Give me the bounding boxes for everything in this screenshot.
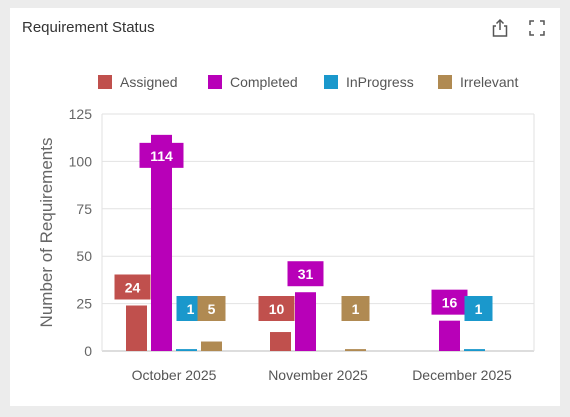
card-title: Requirement Status <box>22 19 155 36</box>
bar-assigned-1 <box>270 332 291 351</box>
legend-swatch-completed <box>208 75 222 89</box>
data-label-completed-1: 31 <box>298 266 314 282</box>
bar-completed-2 <box>439 320 460 351</box>
bar-inprogress-0 <box>176 349 197 351</box>
legend-label-irrelevant: Irrelevant <box>460 74 518 90</box>
data-label-inprogress-0: 1 <box>187 301 195 317</box>
data-label-box-completed-2 <box>431 289 468 315</box>
bar-assigned-0 <box>126 305 147 351</box>
data-label-box-completed-0 <box>139 142 184 168</box>
x-tick-label: November 2025 <box>268 367 368 383</box>
legend-swatch-assigned <box>98 75 112 89</box>
data-label-inprogress-2: 1 <box>475 301 483 317</box>
data-label-assigned-1: 10 <box>269 301 285 317</box>
legend-label-completed: Completed <box>230 74 298 90</box>
bar-inprogress-2 <box>464 349 485 351</box>
data-label-box-inprogress-2 <box>464 296 493 321</box>
data-label-irrelevant-0: 5 <box>208 301 216 317</box>
legend-swatch-inprogress <box>324 75 338 89</box>
requirement-status-card: Requirement Status Assigned Completed InPr… <box>10 8 560 406</box>
bar-irrelevant-1 <box>345 349 366 351</box>
y-tick-label: 100 <box>69 153 93 169</box>
bar-completed-1 <box>295 292 316 351</box>
data-label-box-irrelevant-1 <box>341 296 370 321</box>
data-label-completed-0: 114 <box>150 148 173 164</box>
y-axis-label: Number of Requirements <box>37 138 56 328</box>
data-label-box-assigned-0 <box>114 274 151 300</box>
y-tick-label: 25 <box>76 296 92 312</box>
data-label-assigned-0: 24 <box>125 279 141 295</box>
data-label-irrelevant-1: 1 <box>352 301 360 317</box>
legend-label-inprogress: InProgress <box>346 74 414 90</box>
y-tick-label: 50 <box>76 248 92 264</box>
data-label-box-assigned-1 <box>258 296 295 321</box>
x-tick-label: October 2025 <box>132 367 217 383</box>
data-label-completed-2: 16 <box>442 295 458 311</box>
expand-fullscreen-icon[interactable] <box>527 18 547 38</box>
legend-swatch-irrelevant <box>438 75 452 89</box>
bar-completed-0 <box>151 134 172 351</box>
bar-irrelevant-0 <box>201 341 222 351</box>
data-label-box-irrelevant-0 <box>197 296 226 321</box>
y-tick-label: 125 <box>69 106 93 122</box>
y-tick-label: 0 <box>84 343 92 359</box>
share-export-icon[interactable] <box>490 18 510 38</box>
bar-chart: Assigned Completed InProgress Irrelevant 0 25… <box>37 74 535 383</box>
legend-label-assigned: Assigned <box>120 74 178 90</box>
y-tick-label: 75 <box>76 201 92 217</box>
x-tick-label: December 2025 <box>412 367 512 383</box>
data-label-box-completed-1 <box>287 261 324 287</box>
